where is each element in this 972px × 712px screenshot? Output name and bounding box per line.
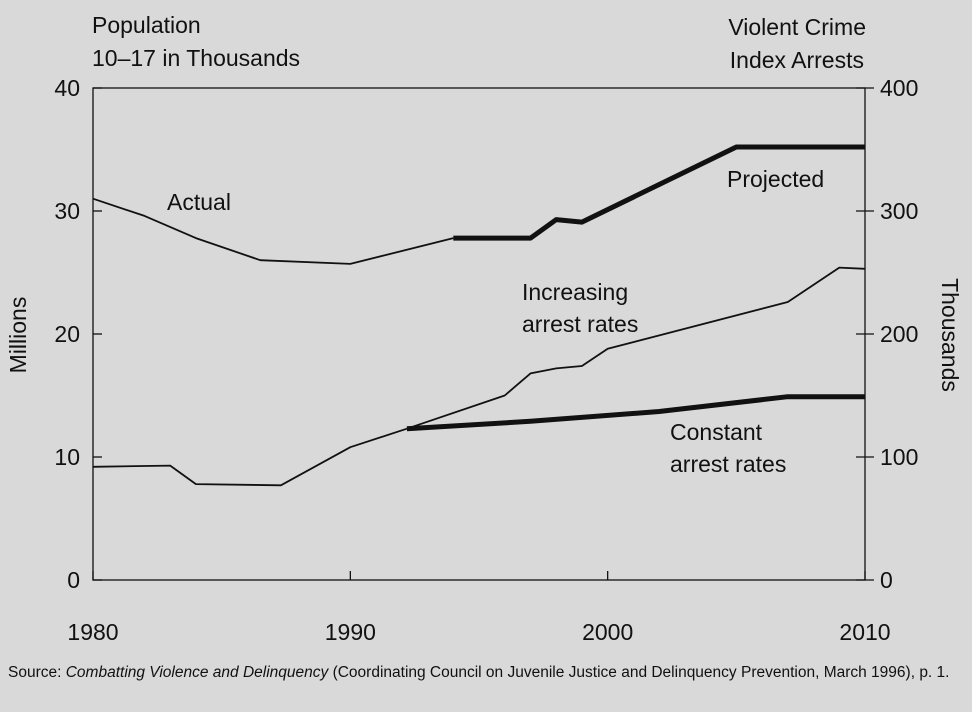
right-tick-label: 0 [880, 567, 893, 593]
left-tick-label: 10 [54, 444, 80, 470]
series-population-actual [92, 197, 454, 265]
x-tick-label: 1990 [325, 619, 376, 645]
annotation-increasing-line-1: Increasing [522, 279, 628, 305]
x-tick-label: 1980 [67, 619, 118, 645]
right-axis-title-line-1: Violent Crime [728, 14, 866, 40]
plot-frame [92, 87, 866, 581]
source-title: Combatting Violence and Delinquency [65, 664, 329, 681]
annotation-increasing-line-2: arrest rates [522, 311, 638, 337]
x-tick-label: 2010 [839, 619, 890, 645]
x-tick-label: 2000 [582, 619, 633, 645]
source-note: Source: Combatting Violence and Delinque… [8, 662, 958, 683]
left-tick-label: 40 [54, 75, 80, 101]
series-arrests-constant [406, 394, 865, 432]
series-population-projected [453, 144, 865, 241]
left-side-label: Millions [5, 297, 31, 374]
series-layer [92, 144, 866, 487]
right-tick-label: 400 [880, 75, 918, 101]
right-axis-title-line-2: Index Arrests [730, 47, 864, 73]
left-axis-title-line-1: Population [92, 12, 201, 38]
left-axis-title-line-2: 10–17 in Thousands [92, 45, 300, 71]
right-tick-label: 300 [880, 198, 918, 224]
right-tick-label: 200 [880, 321, 918, 347]
left-tick-label: 20 [54, 321, 80, 347]
right-tick-label: 100 [880, 444, 918, 470]
series-arrests-increasing [406, 266, 866, 430]
source-rest: (Coordinating Council on Juvenile Justic… [328, 664, 950, 681]
source-prefix: Source: [8, 664, 66, 681]
annotation-projected: Projected [727, 166, 824, 192]
chart-svg: Population 10–17 in Thousands Violent Cr… [5, 12, 963, 645]
left-tick-label: 30 [54, 198, 80, 224]
annotation-constant-line-1: Constant [670, 419, 763, 445]
annotation-constant-line-2: arrest rates [670, 451, 786, 477]
left-tick-label: 0 [67, 567, 80, 593]
annotation-actual: Actual [167, 189, 231, 215]
right-side-label: Thousands [937, 278, 963, 392]
series-arrests-actual [92, 427, 408, 487]
